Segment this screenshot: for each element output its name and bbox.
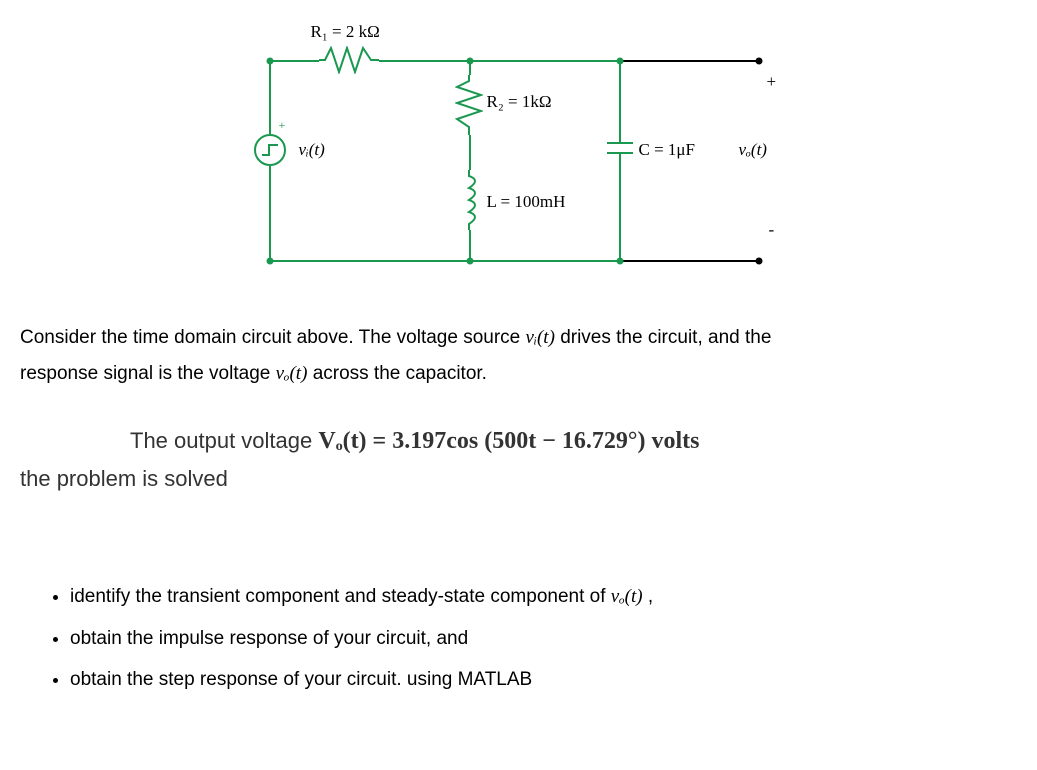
resistor-r2 [455, 75, 483, 135]
task-item-1: identify the transient component and ste… [70, 576, 1017, 618]
problem-description: Consider the time domain circuit above. … [20, 320, 1017, 392]
text: response signal is the voltage [20, 363, 276, 384]
label-vi: vᵢ(t) [299, 140, 325, 160]
solution-result: The output voltage Vₒ(t) = 3.197cos (500… [20, 422, 1017, 496]
inductor-l [455, 170, 483, 230]
result-equation: Vₒ(t) = 3.197cos (500t − 16.729°) volts [318, 428, 699, 454]
circuit-diagram: R₁ = 2 kΩ R₂ = 1kΩ L = 100mH C = 1μF + v… [10, 20, 1027, 280]
label-l: L = 100mH [487, 192, 566, 212]
text: Consider the time domain circuit above. … [20, 327, 526, 348]
task-item-2: obtain the impulse response of your circ… [70, 618, 1017, 660]
result-suffix: the problem is solved [20, 461, 1017, 496]
math-vo: vₒ(t) [276, 363, 308, 384]
text: drives the circuit, and the [560, 327, 771, 348]
output-minus: - [769, 220, 775, 240]
task-list: identify the transient component and ste… [50, 576, 1017, 701]
result-prefix: The output voltage [130, 428, 318, 453]
output-plus: + [767, 72, 777, 92]
label-r2: R₂ = 1kΩ [487, 92, 552, 112]
label-r1: R₁ = 2 kΩ [311, 22, 380, 42]
label-vo: vₒ(t) [739, 140, 767, 160]
math-vi: vᵢ(t) [526, 327, 555, 348]
voltage-source [254, 134, 286, 166]
label-c: C = 1μF [639, 140, 696, 160]
text: across the capacitor. [313, 363, 487, 384]
source-plus: + [279, 118, 286, 133]
task-item-3: obtain the step response of your circuit… [70, 659, 1017, 701]
